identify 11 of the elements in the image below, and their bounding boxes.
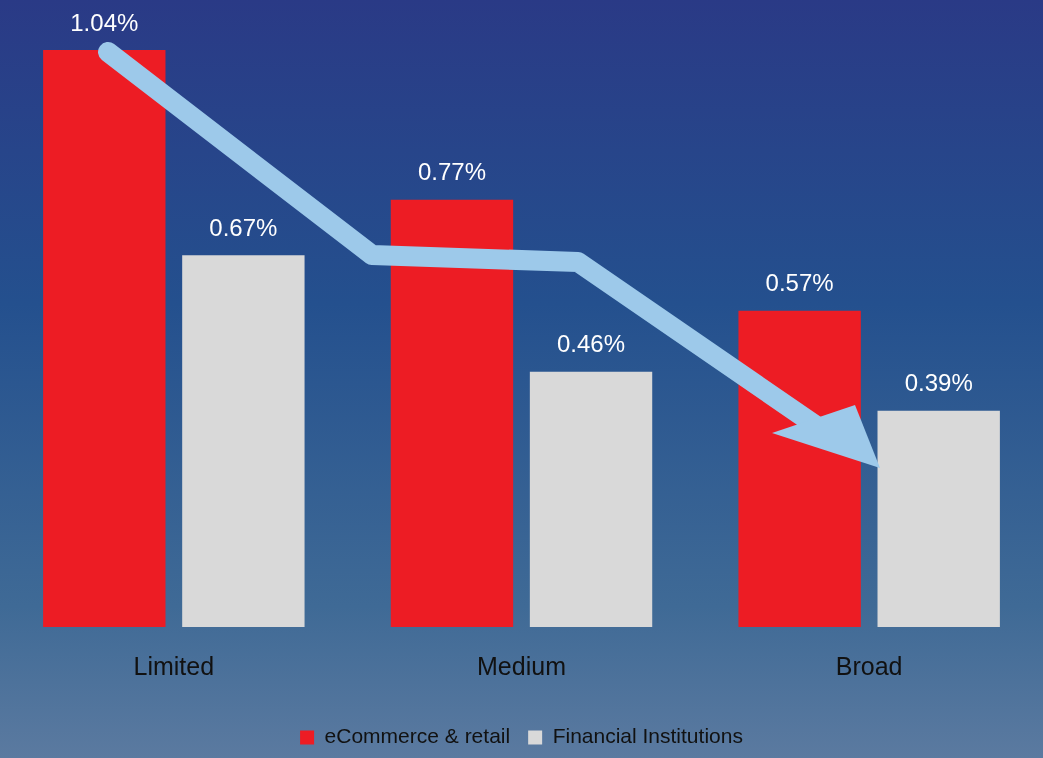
x-tick-label: Medium [477, 651, 566, 680]
data-label: 0.39% [904, 369, 973, 397]
data-label: 0.46% [557, 330, 626, 358]
data-label: 1.04% [70, 8, 139, 36]
x-tick-label: Broad [835, 651, 903, 680]
data-label: 0.77% [417, 158, 486, 186]
legend-label: Financial Institutions [552, 724, 743, 748]
data-label: 0.57% [765, 269, 834, 297]
legend-label: eCommerce & retail [324, 724, 511, 748]
data-label: 0.67% [209, 213, 278, 241]
x-tick-label: Limited [133, 651, 215, 680]
